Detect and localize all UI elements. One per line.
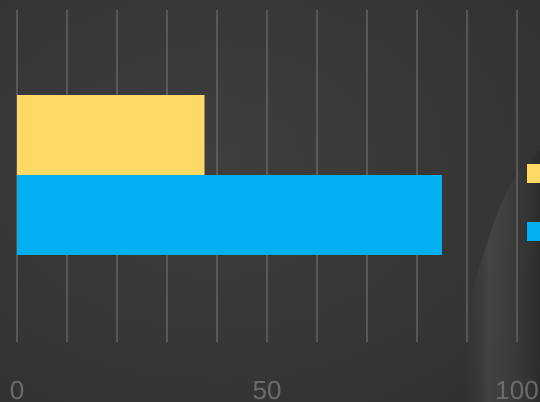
x-tick-label-50: 50 (253, 375, 282, 402)
legend (527, 164, 540, 241)
bar-series-1 (17, 95, 205, 175)
background-figure-silhouette (455, 150, 540, 402)
x-tick-label-0: 0 (10, 375, 24, 402)
legend-swatch-series-1 (527, 164, 540, 183)
bar-series-2 (17, 175, 442, 255)
x-tick-label-100: 100 (495, 375, 538, 402)
bars (17, 95, 442, 255)
x-axis-tick-labels: 0 50 100 (10, 375, 539, 402)
legend-swatch-series-2 (527, 222, 540, 241)
